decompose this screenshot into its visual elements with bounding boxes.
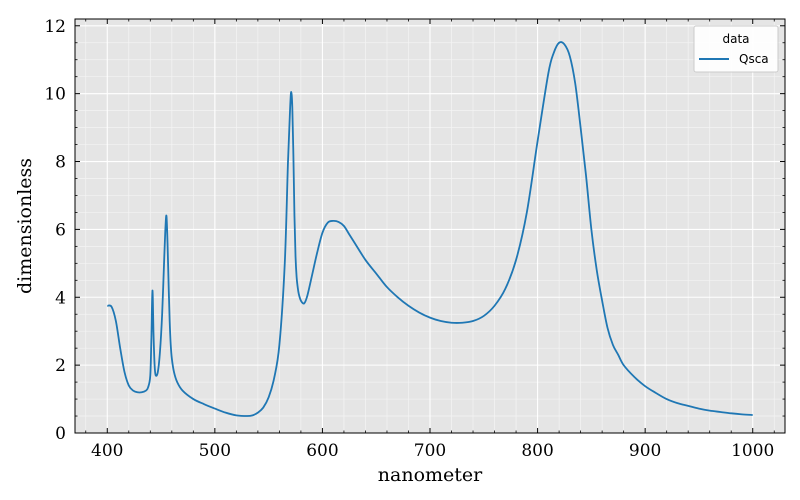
y-tick-label: 6 <box>55 220 66 240</box>
y-tick-label: 12 <box>44 17 66 37</box>
x-tick-label: 400 <box>91 441 123 461</box>
tick-labels: 400 500 600 700 800 900 1000 0 2 4 6 8 10 12 <box>44 17 774 461</box>
legend-label-qsca: Qsca <box>739 52 769 66</box>
y-tick-label: 2 <box>55 356 66 376</box>
x-tick-label: 1000 <box>731 441 774 461</box>
x-tick-label: 500 <box>199 441 231 461</box>
major-grid <box>75 19 785 434</box>
y-tick-label: 0 <box>55 424 66 444</box>
axis-ticks <box>75 19 785 434</box>
series-layer <box>107 41 753 417</box>
y-tick-label: 10 <box>44 85 66 105</box>
x-axis-label: nanometer <box>378 464 483 486</box>
y-tick-label: 4 <box>55 288 66 308</box>
legend: data Qsca <box>693 25 779 73</box>
legend-box <box>693 25 779 73</box>
x-tick-label: 900 <box>629 441 661 461</box>
legend-title: data <box>722 32 749 46</box>
x-tick-label: 600 <box>306 441 338 461</box>
x-tick-label: 700 <box>414 441 446 461</box>
y-axis-label: dimensionless <box>14 158 36 294</box>
y-tick-label: 8 <box>55 153 66 173</box>
series-line-qsca <box>107 41 753 417</box>
x-tick-label: 800 <box>521 441 553 461</box>
